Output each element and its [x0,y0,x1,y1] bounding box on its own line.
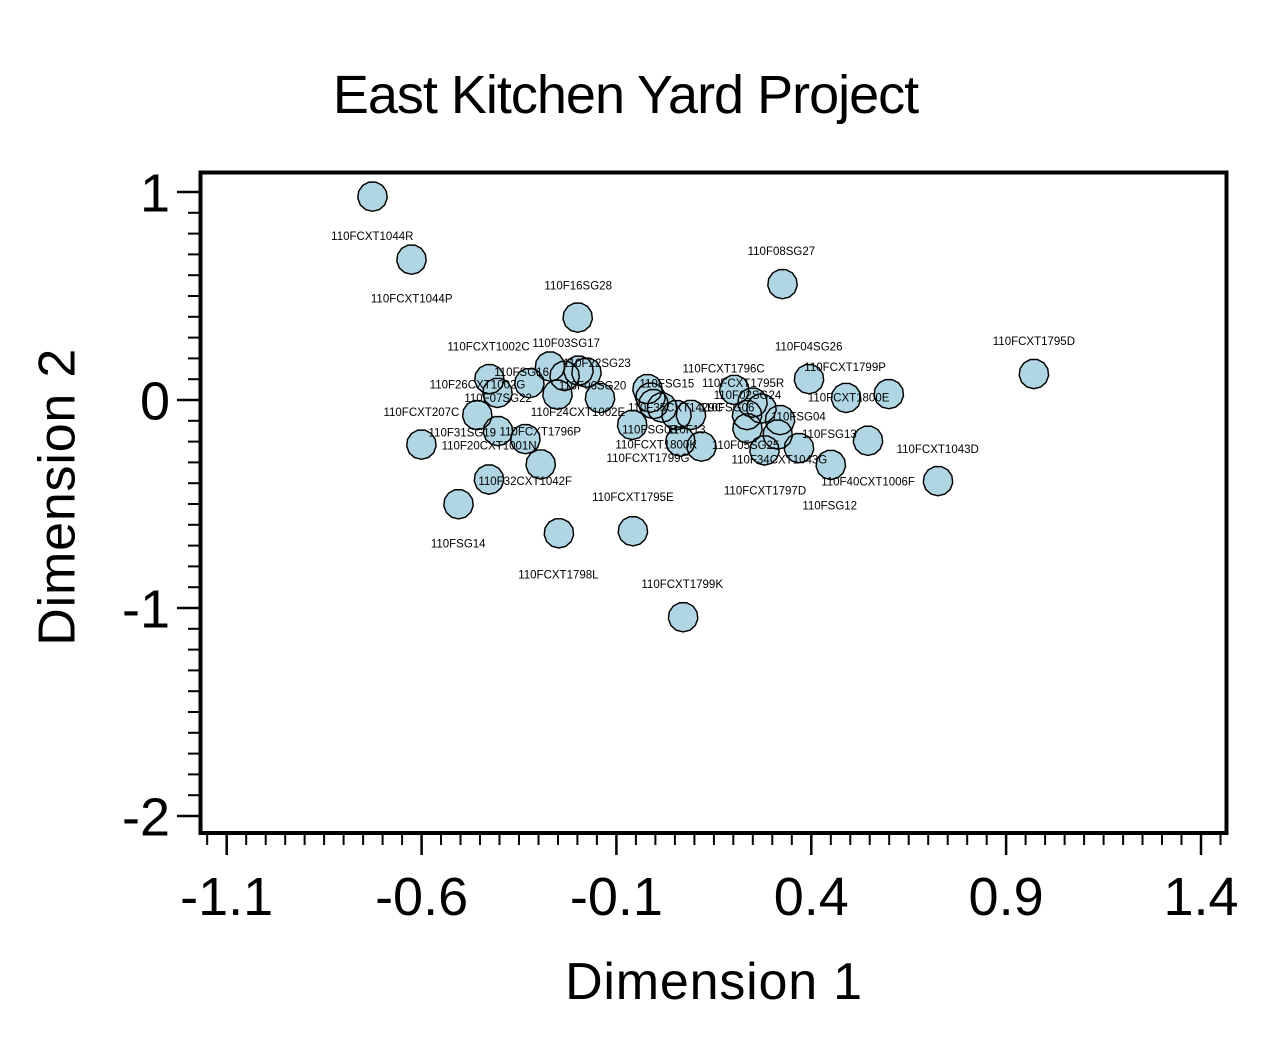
svg-text:110F04SG26: 110F04SG26 [775,342,843,354]
svg-text:110F13: 110F13 [667,425,705,437]
svg-text:110F08SG27: 110F08SG27 [748,246,816,258]
svg-text:110FCXT1796C: 110FCXT1796C [682,364,764,376]
svg-text:110FCXT1798L: 110FCXT1798L [518,569,599,581]
svg-text:110FCXT207C: 110FCXT207C [383,407,459,419]
svg-text:110FCXT1797D: 110FCXT1797D [724,486,806,498]
svg-text:110FCXT1800E: 110FCXT1800E [808,393,890,405]
svg-text:110F20CXT1001N: 110F20CXT1001N [442,441,537,453]
svg-text:110FCXT1795E: 110FCXT1795E [592,492,674,504]
svg-text:110FCXT1043D: 110FCXT1043D [897,444,979,456]
svg-text:110F34CXT1043G: 110F34CXT1043G [732,455,828,467]
svg-text:110FSG12: 110FSG12 [802,501,857,513]
svg-text:110F40CXT1006F: 110F40CXT1006F [821,476,915,488]
svg-text:110F05SG25: 110F05SG25 [712,440,780,452]
svg-text:1: 1 [140,164,170,224]
svg-text:0.9: 0.9 [969,867,1044,927]
svg-text:110FCXT1800K: 110FCXT1800K [615,440,697,452]
svg-text:0: 0 [140,372,170,432]
svg-text:110F22SG23: 110F22SG23 [563,358,631,370]
svg-text:110F26CXT1002G: 110F26CXT1002G [430,380,526,392]
svg-text:110F06SG20: 110F06SG20 [559,380,627,392]
svg-text:110F32CXT1042F: 110F32CXT1042F [478,476,572,488]
svg-text:110FSG14: 110FSG14 [431,539,486,551]
svg-text:110F07SG22: 110F07SG22 [464,393,532,405]
svg-text:110FSG06: 110FSG06 [700,402,755,414]
svg-text:-0.1: -0.1 [570,867,663,927]
svg-text:East Kitchen Yard Project: East Kitchen Yard Project [333,65,919,125]
svg-text:110F02SG24: 110F02SG24 [714,390,782,402]
svg-text:110FCXT1044R: 110FCXT1044R [331,231,413,243]
svg-text:0.4: 0.4 [774,867,849,927]
svg-text:110FCXT1799G: 110FCXT1799G [607,453,690,465]
svg-text:110FCXT1796P: 110FCXT1796P [499,427,581,439]
svg-text:110F24CXT1002E: 110F24CXT1002E [531,407,626,419]
svg-text:110FSG15: 110FSG15 [640,379,695,391]
svg-text:-1: -1 [122,580,170,640]
svg-text:-0.6: -0.6 [375,867,468,927]
svg-text:110FCXT1799K: 110FCXT1799K [641,579,723,591]
svg-text:Dimension 1: Dimension 1 [565,953,863,1011]
svg-text:1.4: 1.4 [1163,867,1238,927]
svg-text:110F03SG17: 110F03SG17 [532,338,600,350]
svg-text:-1.1: -1.1 [180,867,273,927]
svg-text:110FSG16: 110FSG16 [494,367,549,379]
svg-text:110FCXT1002C: 110FCXT1002C [447,342,529,354]
svg-text:110FSG04: 110FSG04 [771,412,826,424]
svg-text:110F31SG19: 110F31SG19 [429,427,497,439]
svg-text:-2: -2 [122,788,170,848]
svg-text:110FCXT1044P: 110FCXT1044P [371,293,453,305]
svg-text:110FCXT1799P: 110FCXT1799P [804,362,886,374]
svg-text:110FSG13: 110FSG13 [802,429,857,441]
svg-text:Dimension 2: Dimension 2 [29,348,87,646]
svg-text:110FCXT1795R: 110FCXT1795R [702,378,784,390]
svg-text:110F16SG28: 110F16SG28 [544,281,612,293]
svg-text:110FCXT1795D: 110FCXT1795D [993,336,1075,348]
svg-text:110FSG03: 110FSG03 [622,425,677,437]
svg-text:110F35CXT1429C: 110F35CXT1429C [628,402,723,414]
